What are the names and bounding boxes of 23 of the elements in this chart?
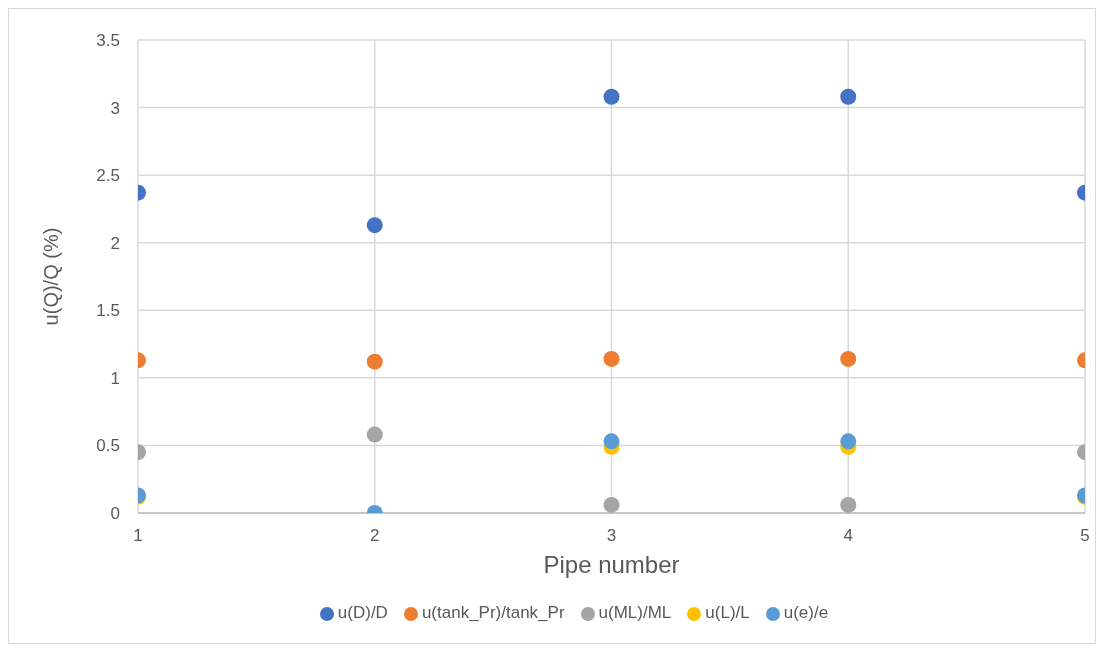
legend-label: u(L)/L (705, 603, 750, 622)
point (603, 88, 620, 105)
x-axis-title: Pipe number (543, 551, 680, 578)
legend-label: u(tank_Pr)/tank_Pr (421, 603, 565, 622)
x-tick-label: 5 (1080, 526, 1090, 546)
x-tick-label: 1 (133, 526, 143, 546)
y-tick-label: 3.5 (96, 31, 120, 51)
point (603, 350, 620, 367)
y-tick-label: 2.5 (96, 166, 120, 186)
x-tick-label: 2 (370, 526, 380, 546)
y-tick-label: 1.5 (96, 301, 120, 321)
x-tick-label: 3 (606, 526, 617, 546)
y-tick-label: 0.5 (96, 436, 120, 456)
y-tick-label: 1 (110, 368, 120, 388)
point (603, 496, 620, 513)
y-tick-label: 2 (110, 233, 120, 253)
y-tick-label: 0 (110, 504, 120, 524)
x-tick-label: 4 (843, 526, 853, 546)
y-axis-title: u(Q)/Q (%) (40, 227, 63, 326)
legend-label: u(e)/e (783, 603, 829, 622)
y-tick-label: 3 (110, 98, 120, 118)
legend-label: u(ML)/ML (598, 603, 672, 622)
legend-label: u(D)/D (337, 603, 388, 622)
